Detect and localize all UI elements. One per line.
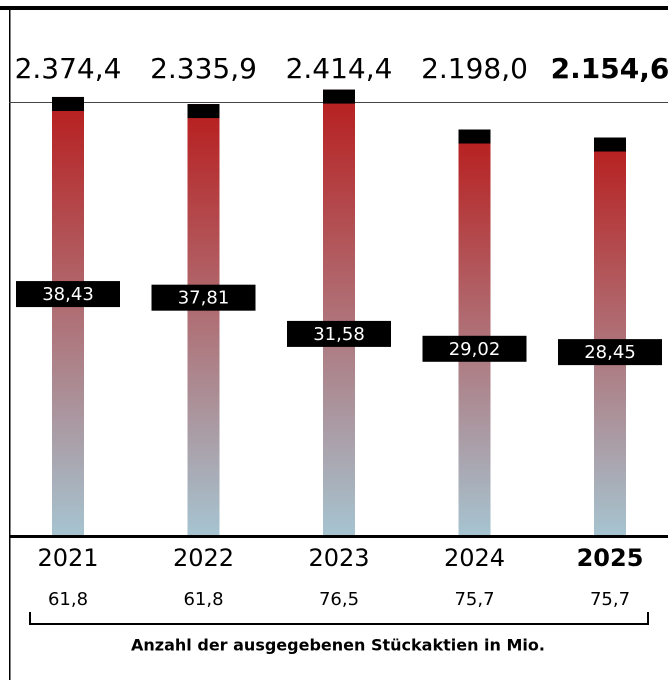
bar-cap <box>594 137 626 152</box>
x-tick-label: 2021 <box>37 544 98 572</box>
bar <box>458 129 491 535</box>
baseline <box>9 535 668 538</box>
share-count: 75,7 <box>590 589 630 610</box>
price-box <box>287 320 391 347</box>
price-label: 31,58 <box>313 324 365 345</box>
bar <box>52 96 84 535</box>
value-label: 2.335,9 <box>150 52 257 85</box>
bar-cap <box>458 129 491 144</box>
price-box <box>422 335 527 362</box>
share-count: 76,5 <box>319 589 359 610</box>
share-count: 61,8 <box>48 589 88 610</box>
x-tick-label: 2022 <box>173 544 234 572</box>
value-label: 2.198,0 <box>421 52 528 85</box>
bar-cap <box>323 89 355 104</box>
share-count: 75,7 <box>454 589 494 610</box>
price-box <box>16 281 120 308</box>
price-label: 37,81 <box>178 288 230 309</box>
bar <box>594 137 626 536</box>
top-rule <box>0 6 668 10</box>
bar <box>323 89 355 535</box>
bar-cap <box>52 96 84 111</box>
value-label: 2.414,4 <box>286 52 393 85</box>
price-label: 29,02 <box>449 339 501 360</box>
value-label: 2.374,4 <box>15 52 122 85</box>
share-caption: Anzahl der ausgegebenen Stückaktien in M… <box>131 636 545 655</box>
left-rule <box>9 8 11 680</box>
bar <box>187 104 220 536</box>
price-label: 28,45 <box>584 342 636 363</box>
bracket <box>29 612 649 625</box>
x-tick-label: 2024 <box>444 544 505 572</box>
price-box <box>151 284 256 311</box>
x-tick-label: 2023 <box>308 544 369 572</box>
bar-cap <box>187 104 220 119</box>
x-tick-label: 2025 <box>577 544 644 572</box>
value-label: 2.154,6 <box>551 52 668 85</box>
share-count: 61,8 <box>183 589 223 610</box>
price-box <box>558 339 662 366</box>
price-label: 38,43 <box>42 284 94 305</box>
